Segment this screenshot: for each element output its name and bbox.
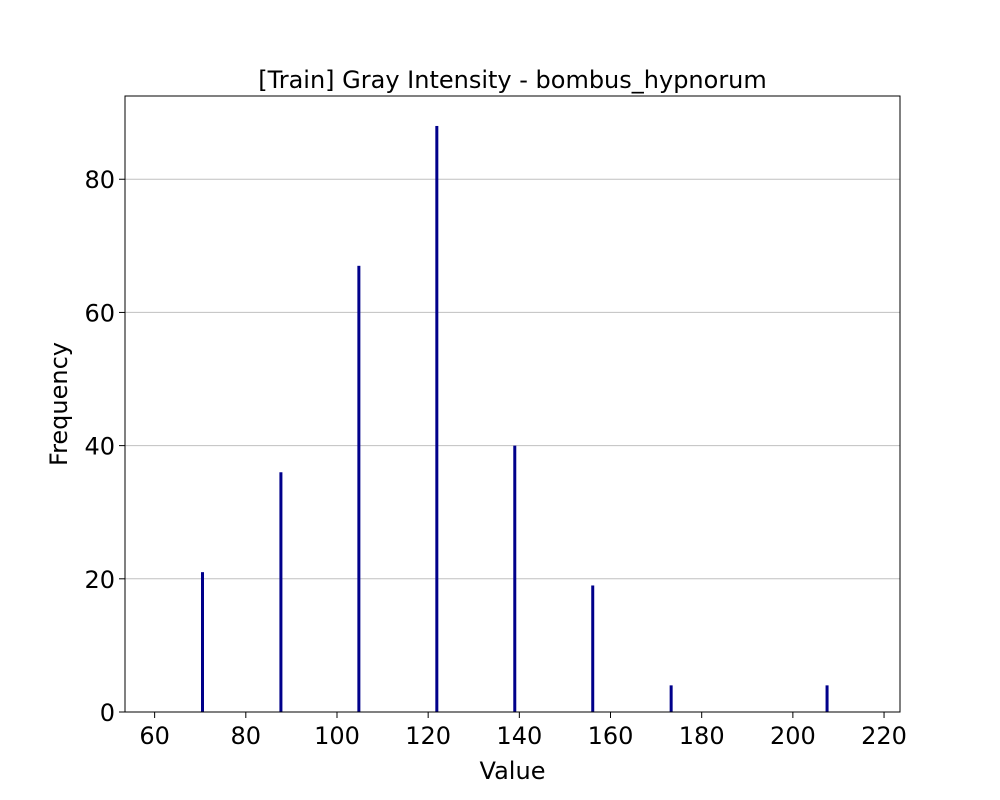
y-tick-label: 40: [84, 433, 115, 461]
histogram-bar: [435, 125, 439, 712]
x-axis: 60 80 100 120 140 160 180 200 220: [139, 712, 907, 750]
x-tick-label: 160: [588, 722, 634, 750]
x-tick-label: 80: [231, 722, 262, 750]
x-tick-label: 120: [405, 722, 451, 750]
y-gridlines: [125, 178, 900, 580]
y-axis: 0 20 40 60 80: [84, 166, 125, 727]
y-tick-label: 80: [84, 166, 115, 194]
histogram-bar: [825, 685, 829, 712]
x-tick-label: 100: [314, 722, 360, 750]
x-tick-label: 140: [496, 722, 542, 750]
histogram-bar: [513, 445, 517, 712]
x-tick-label: 220: [861, 722, 907, 750]
bars: [201, 125, 829, 712]
histogram-bar: [201, 572, 204, 712]
x-tick-label: 60: [139, 722, 170, 750]
chart-title: [Train] Gray Intensity - bombus_hypnorum: [258, 66, 767, 94]
x-tick-label: 200: [770, 722, 816, 750]
histogram-bar: [669, 685, 673, 712]
y-tick-label: 60: [84, 299, 115, 327]
y-axis-label: Frequency: [45, 342, 73, 466]
histogram-bar: [591, 585, 595, 712]
y-tick-label: 0: [100, 699, 115, 727]
x-tick-label: 180: [679, 722, 725, 750]
plot-frame: [124, 95, 901, 713]
y-tick-label: 20: [84, 566, 115, 594]
x-axis-label: Value: [480, 757, 546, 785]
histogram-bar: [357, 265, 361, 712]
histogram-bar: [279, 472, 283, 712]
